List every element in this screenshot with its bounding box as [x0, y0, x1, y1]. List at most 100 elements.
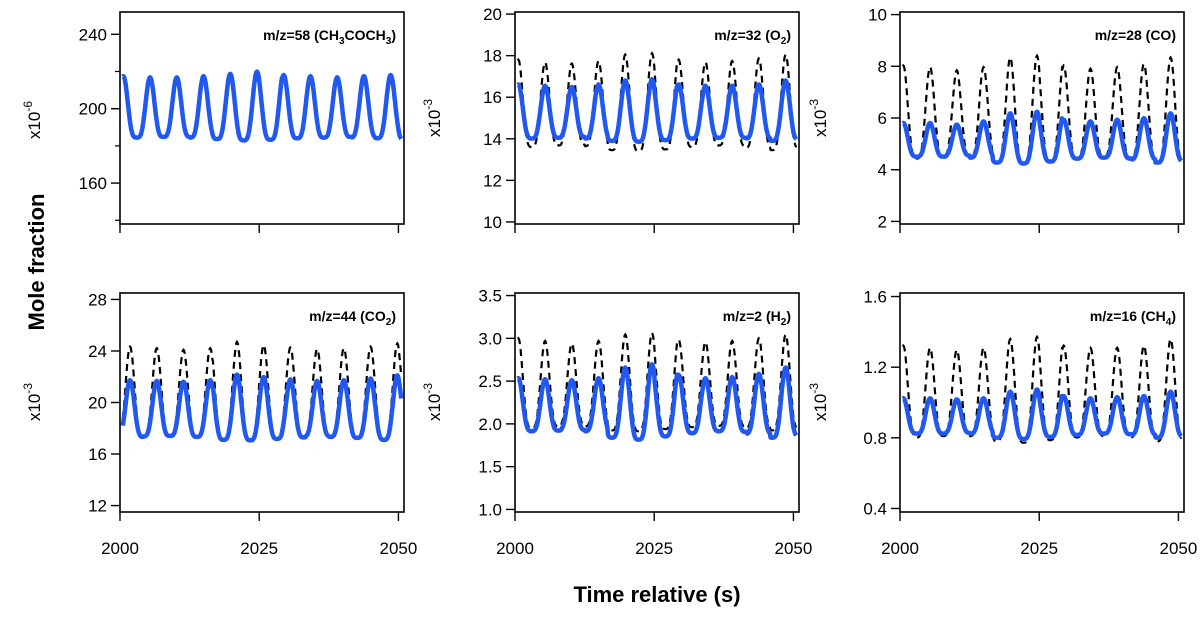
y-tick-label: 12: [483, 171, 502, 190]
y-scale-label: x10-3: [421, 99, 444, 137]
scale-exponent: -3: [807, 383, 821, 394]
y-tick-label: 16: [88, 445, 107, 464]
y-tick-label: 12: [88, 497, 107, 516]
series-group: [901, 53, 1183, 166]
x-tick-label: 2025: [1020, 539, 1058, 558]
y-tick-label: 1.2: [863, 358, 887, 377]
y-tick-label: 8: [878, 57, 887, 76]
x-tick-label: 2025: [240, 539, 278, 558]
model-series-line: [901, 387, 1183, 442]
y-tick-label: 4: [878, 161, 887, 180]
y-scale-label: x10-3: [421, 383, 444, 421]
species-label: m/z=2 (H2): [723, 308, 791, 328]
species-label-subscript: 3: [339, 36, 345, 47]
scale-base: x10: [425, 110, 444, 137]
scale-base: x10: [25, 112, 44, 139]
y-tick-label: 6: [878, 109, 887, 128]
series-group: [516, 51, 799, 153]
scale-exponent: -6: [21, 101, 35, 112]
y-scale-label: x10-3: [21, 383, 44, 421]
panel-2: 10 12 14 16 18 20 x10-3 m/z=32 (O2): [421, 5, 800, 233]
series-group: [120, 339, 404, 443]
species-label: m/z=16 (CH4): [1090, 308, 1176, 328]
y-scale-label: x10-3: [807, 383, 830, 421]
y-tick-label: 14: [483, 130, 502, 149]
y-tick-label: 1.6: [863, 288, 887, 307]
species-label-subscript: 2: [781, 36, 787, 47]
species-label-subscript: 3: [386, 36, 392, 47]
x-axis-title: Time relative (s): [573, 582, 740, 607]
y-axis-title: Mole fraction: [24, 194, 49, 331]
species-label-main: m/z=16 (CH: [1090, 308, 1166, 324]
y-tick-label: 0.4: [863, 499, 887, 518]
y-tick-label: 16: [483, 88, 502, 107]
species-label-subscript: 2: [386, 317, 392, 328]
scale-base: x10: [425, 394, 444, 421]
y-tick-label: 18: [483, 47, 502, 66]
y-tick-label: 160: [79, 174, 107, 193]
species-label: m/z=44 (CO2): [309, 308, 396, 328]
y-tick-label: 2.0: [478, 415, 502, 434]
y-tick-label: 2.5: [478, 372, 502, 391]
y-tick-label: 28: [88, 290, 107, 309]
y-tick-label: 3.5: [478, 287, 502, 306]
y-tick-label: 200: [79, 100, 107, 119]
panel-4: 12 16 20 24 28 2000 2025 2050 x10-3 m/z=44 (CO2): [21, 290, 417, 558]
species-label-text: ): [786, 308, 791, 324]
species-label: m/z=32 (O2): [714, 27, 791, 47]
y-scale-label: x10-3: [807, 99, 830, 137]
plot-frame: [899, 292, 1185, 513]
panel-6: 0.4 0.8 1.2 1.6 2000 2025 2050 x10-3 m/z=16 (CH4…: [807, 288, 1197, 558]
model-series-line: [516, 77, 799, 144]
scale-exponent: -3: [421, 99, 435, 110]
x-tick-label: 2000: [101, 539, 139, 558]
plot-frame: [514, 292, 800, 513]
plot-frame: [514, 11, 800, 225]
species-label: m/z=58 (CH3COCH3): [263, 27, 396, 47]
x-tick-label: 2050: [775, 539, 813, 558]
y-tick-label: 2: [878, 212, 887, 231]
model-series-line: [516, 362, 799, 442]
y-tick-label: 1.0: [478, 500, 502, 519]
species-label-text: ): [786, 27, 791, 43]
y-scale-label: x10-6: [21, 101, 44, 139]
panel-1: 160 200 240 x10-6 m/z=58 (CH3COCH3): [21, 11, 405, 233]
species-label-text: ): [391, 308, 396, 324]
plot-frame: [119, 11, 405, 225]
panel-3: 2 4 6 8 10 x10-3 m/z=28 (CO): [807, 6, 1185, 233]
x-tick-label: 2000: [881, 539, 919, 558]
y-tick-label: 10: [483, 213, 502, 232]
panel-5: 1.0 1.5 2.0 2.5 3.0 3.5 2000 2025 2050 x10-3 m/z=2…: [421, 287, 812, 558]
y-tick-label: 20: [88, 394, 107, 413]
x-tick-label: 2050: [1160, 539, 1198, 558]
series-group: [901, 334, 1183, 444]
species-label-text: ): [391, 27, 396, 43]
y-tick-label: 240: [79, 25, 107, 44]
species-label-text: COCH: [345, 27, 386, 43]
y-tick-label: 1.5: [478, 458, 502, 477]
scale-exponent: -3: [807, 99, 821, 110]
y-tick-label: 10: [868, 6, 887, 25]
species-label-main: m/z=28 (CO): [1095, 27, 1176, 43]
model-series-line: [121, 69, 404, 143]
species-label-subscript: 4: [1166, 317, 1172, 328]
y-tick-label: 3.0: [478, 329, 502, 348]
scale-base: x10: [25, 394, 44, 421]
scale-base: x10: [811, 110, 830, 137]
scale-exponent: -3: [21, 383, 35, 394]
scale-base: x10: [811, 394, 830, 421]
y-tick-label: 24: [88, 342, 107, 361]
series-group: [121, 69, 404, 143]
y-tick-label: 0.8: [863, 429, 887, 448]
species-label-text: ): [1171, 308, 1176, 324]
model-series-line: [120, 372, 404, 443]
species-label-main: m/z=2 (H: [723, 308, 781, 324]
model-series-line: [901, 109, 1183, 166]
x-tick-label: 2050: [380, 539, 418, 558]
species-label-main: m/z=32 (O: [714, 27, 781, 43]
species-label: m/z=28 (CO): [1095, 27, 1176, 43]
species-label-subscript: 2: [781, 317, 787, 328]
